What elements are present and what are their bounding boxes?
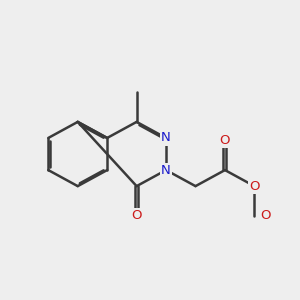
Text: O: O — [249, 180, 260, 193]
Text: N: N — [161, 164, 171, 177]
Text: O: O — [131, 209, 142, 222]
Text: O: O — [261, 209, 272, 222]
Text: O: O — [220, 134, 230, 147]
Text: O: O — [260, 209, 271, 222]
Text: N: N — [161, 131, 171, 145]
